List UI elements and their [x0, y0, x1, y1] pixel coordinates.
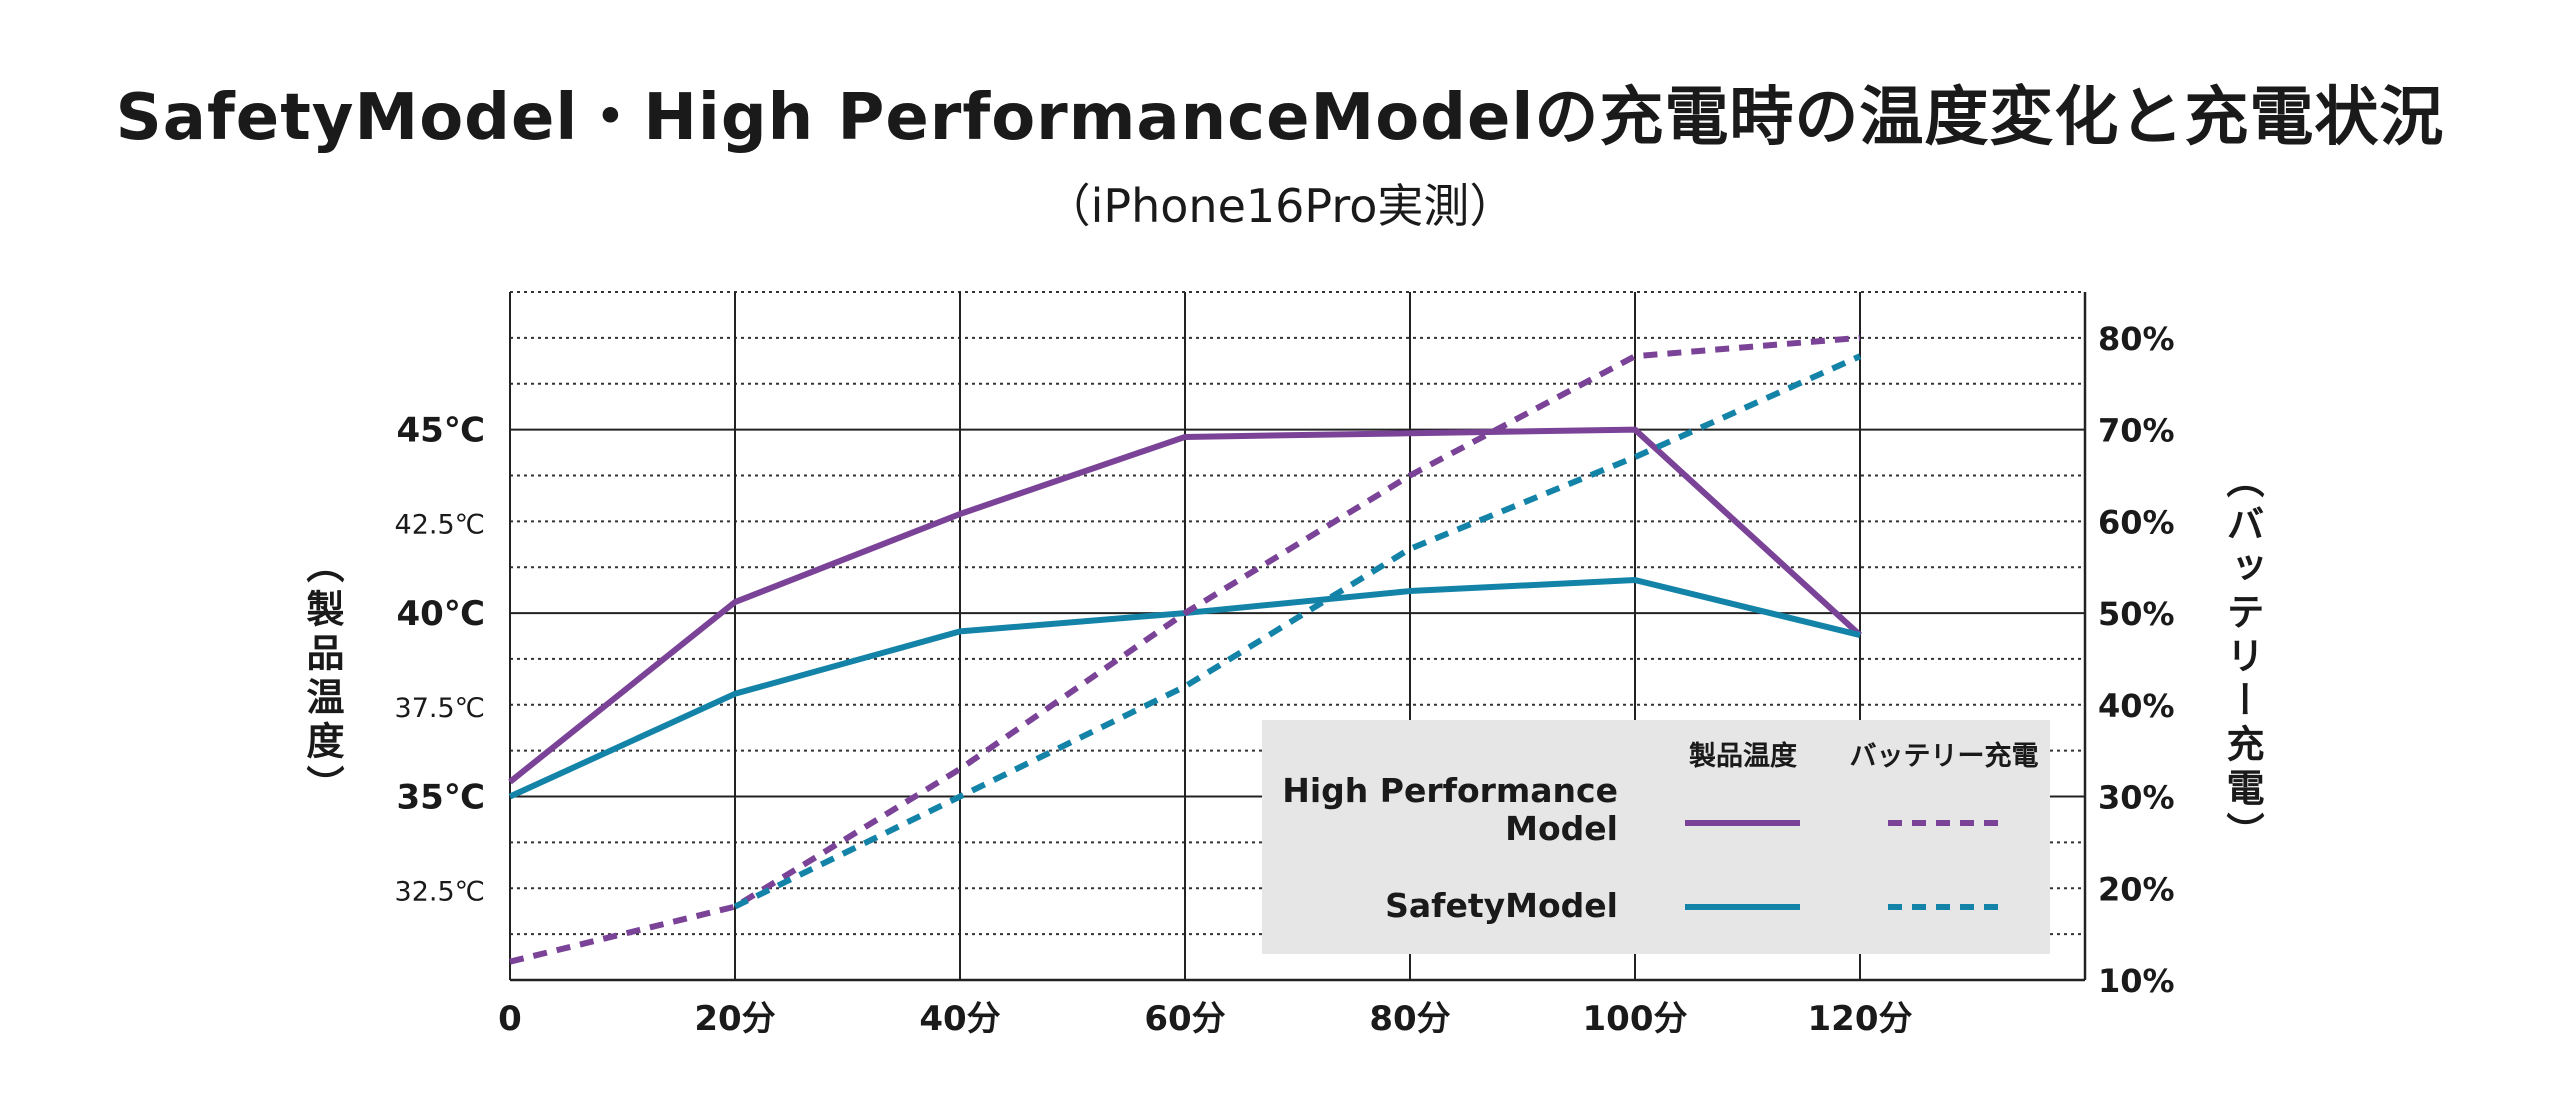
y-right-tick-label: 60% — [2098, 503, 2175, 541]
y-axis-right-label: （バッテリー充電） — [2220, 460, 2264, 856]
y-left-tick-label: 37.5℃ — [395, 693, 485, 724]
x-tick-label: 80分 — [1369, 999, 1450, 1039]
y-right-tick-label: 80% — [2098, 320, 2175, 358]
battery-line-safety — [733, 353, 1862, 910]
legend: 製品温度 バッテリー充電 High PerformanceModel SafetyMo… — [1262, 720, 2050, 954]
legend-col-temperature: 製品温度 — [1689, 740, 1797, 772]
y-left-tick-label: 42.5℃ — [395, 509, 485, 540]
y-left-tick-label: 35℃ — [397, 778, 486, 818]
y-left-tick-label: 32.5℃ — [395, 876, 485, 907]
chart-title: SafetyModel・High PerformanceModelの充電時の温度… — [115, 81, 2445, 155]
legend-box — [1262, 720, 2050, 954]
y-right-tick-label: 20% — [2098, 870, 2175, 908]
y-right-tick-label: 70% — [2098, 412, 2175, 450]
legend-row-label: High Performance — [1282, 771, 1618, 810]
legend-col-battery: バッテリー充電 — [1850, 740, 2039, 772]
y-right-tick-label: 30% — [2098, 779, 2175, 817]
x-tick-label: 0 — [498, 999, 522, 1039]
legend-row-label: SafetyModel — [1385, 886, 1618, 925]
y-axis-left-label: （製品温度） — [300, 545, 344, 809]
chart-subtitle: （iPhone16Pro実測） — [1044, 179, 1516, 233]
y-left-tick-label: 40℃ — [397, 594, 486, 634]
legend-row-label: Model — [1505, 809, 1618, 848]
y-right-tick-label: 10% — [2098, 962, 2175, 1000]
x-tick-label: 100分 — [1583, 999, 1688, 1039]
x-tick-label: 20分 — [694, 999, 775, 1039]
y-right-tick-label: 50% — [2098, 595, 2175, 633]
y-left-tick-label: 45℃ — [397, 411, 486, 451]
temperature-line-high-performance — [508, 426, 1863, 785]
x-tick-label: 60分 — [1144, 999, 1225, 1039]
x-tick-label: 120分 — [1808, 999, 1913, 1039]
battery-line-high-performance — [509, 334, 1861, 965]
x-tick-label: 40分 — [919, 999, 1000, 1039]
y-right-tick-label: 40% — [2098, 687, 2175, 725]
